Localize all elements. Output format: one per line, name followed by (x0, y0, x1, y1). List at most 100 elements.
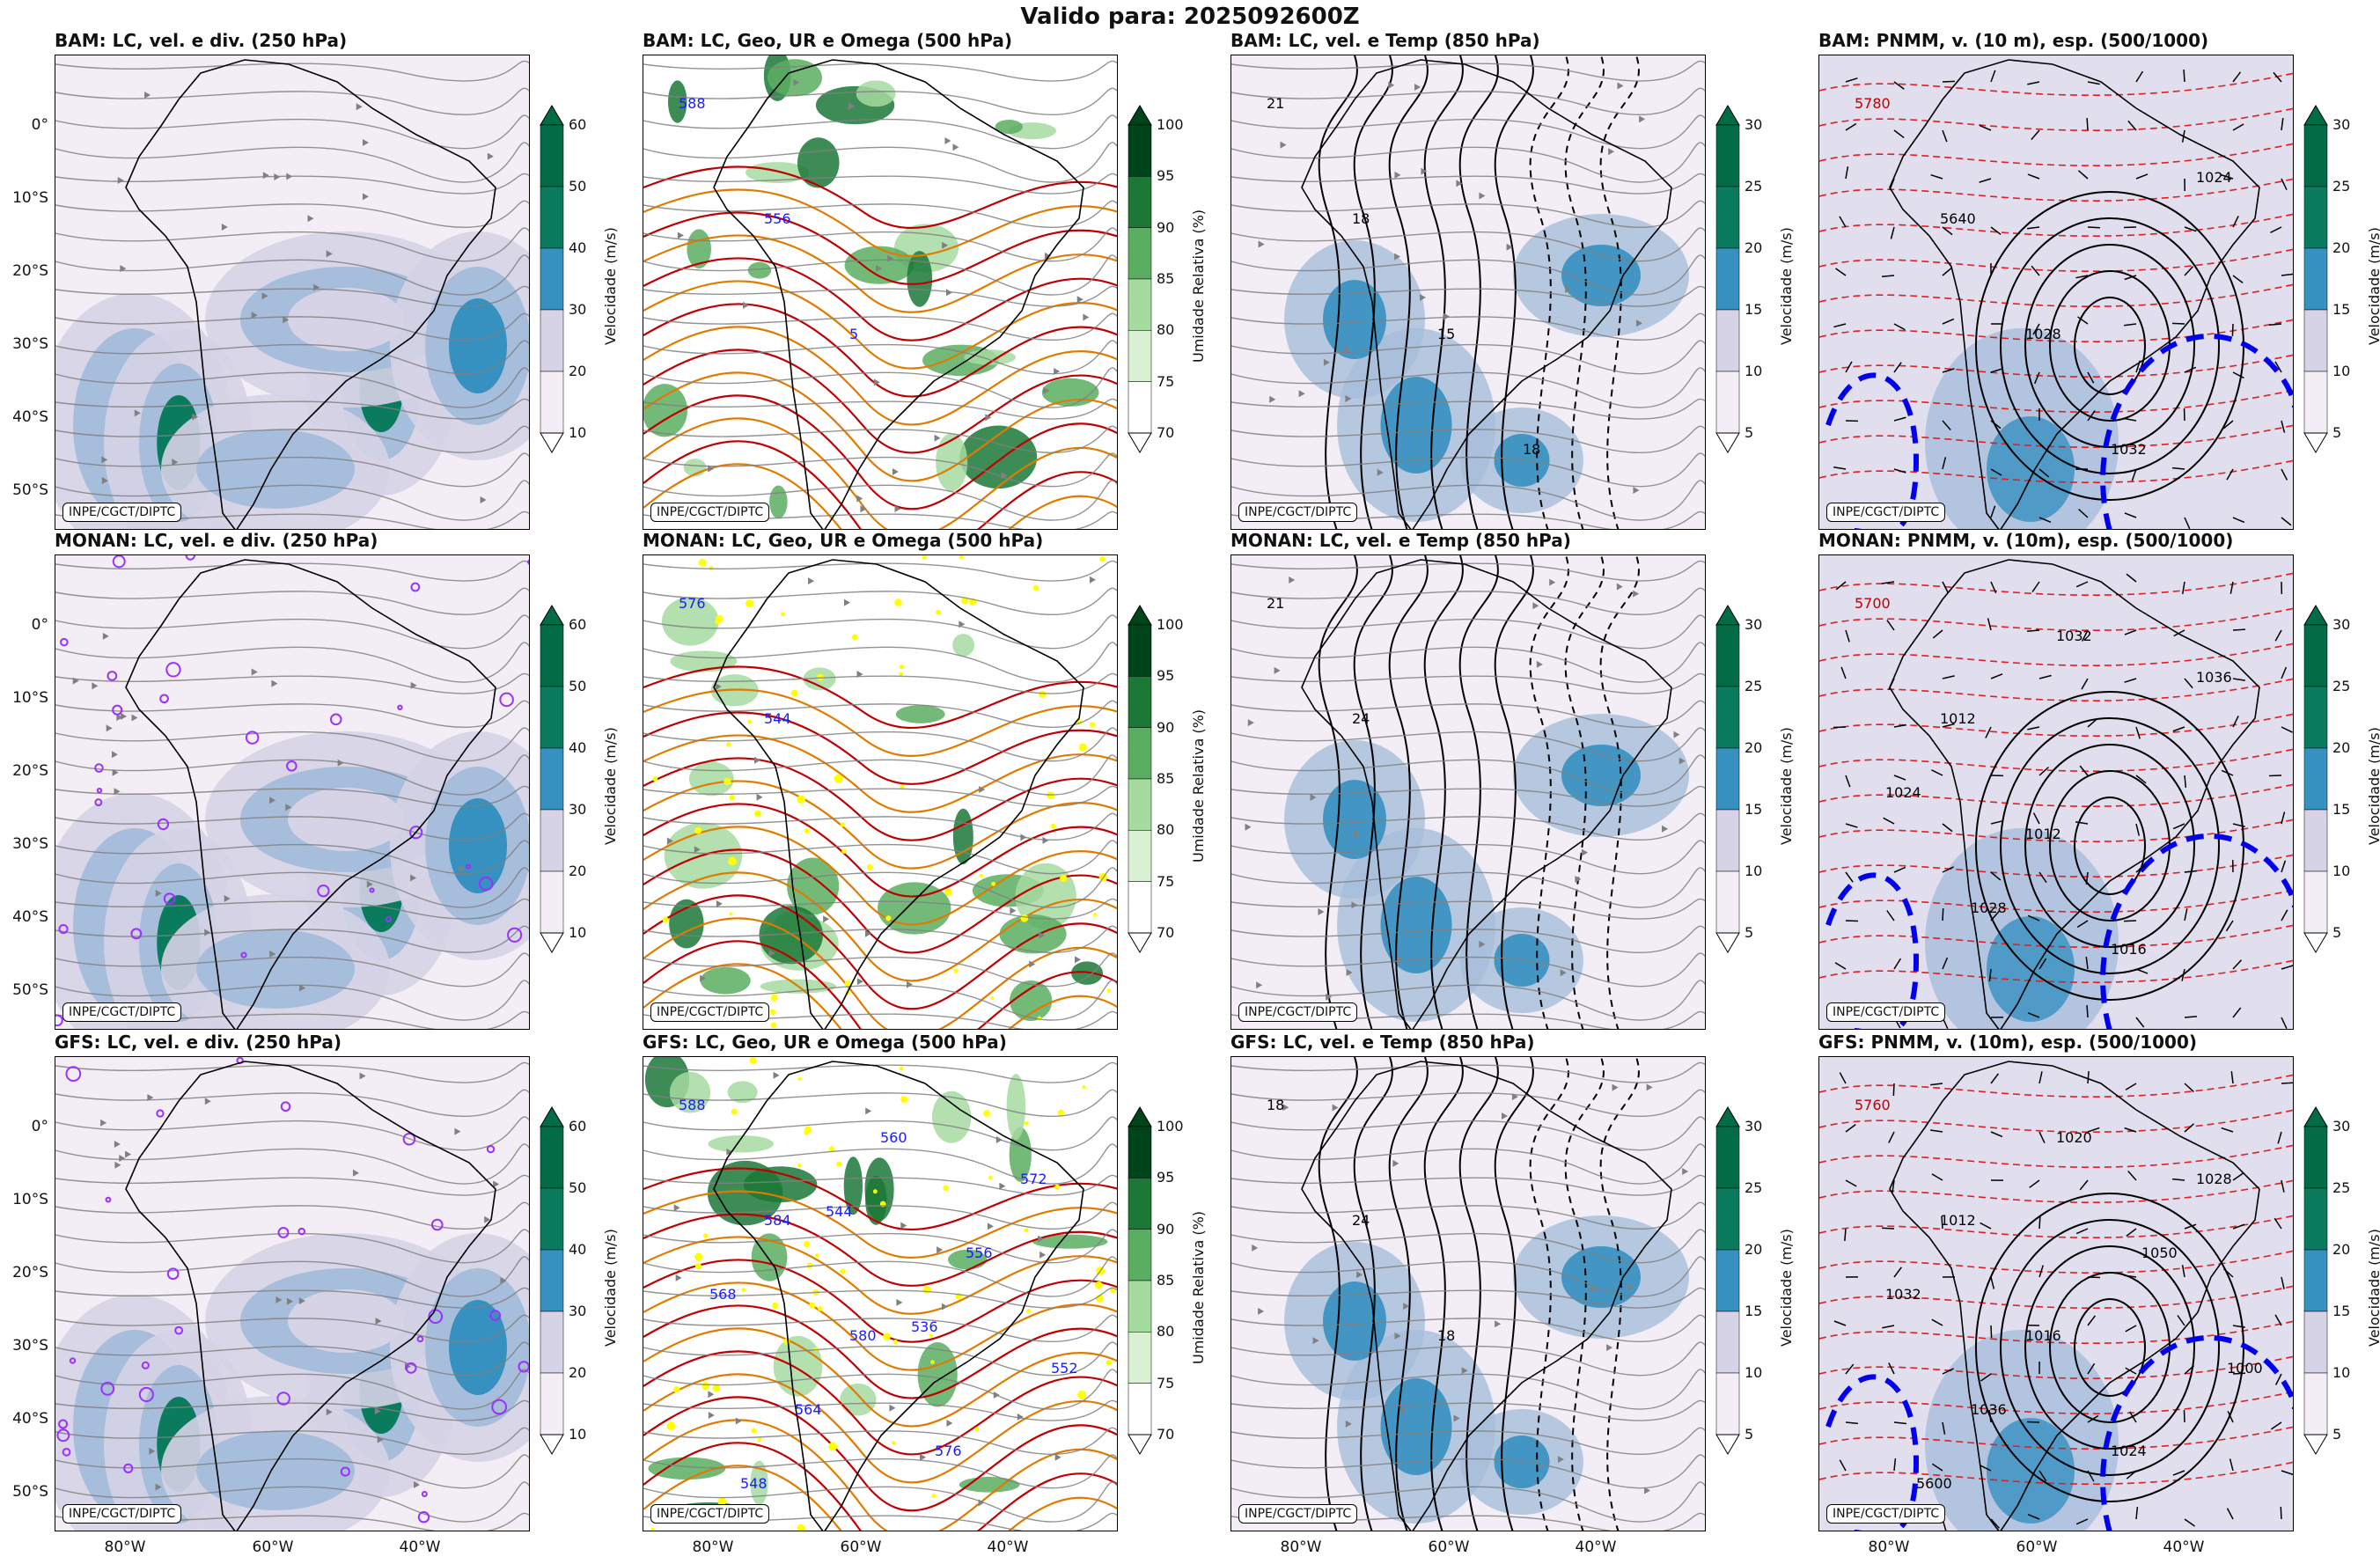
colorbar-tick-label: 20 (569, 863, 587, 879)
streamline (643, 227, 1117, 262)
geopotential-contour (643, 917, 1117, 1029)
omega-contour (803, 1240, 811, 1248)
map-plot (55, 55, 529, 529)
temperature-contour (1564, 555, 1605, 1029)
streamline-arrow (887, 254, 894, 262)
contour-label: 1016 (2111, 941, 2147, 958)
streamline (1231, 700, 1705, 728)
wind-barb (1886, 910, 1895, 922)
streamline-arrow (414, 1480, 421, 1488)
wind-barb (2221, 1127, 2234, 1133)
streamline (1231, 1369, 1705, 1410)
streamline-arrow (944, 137, 951, 145)
wind-speed-shade (288, 288, 404, 351)
wind-barb (2079, 1179, 2089, 1191)
streamline (643, 340, 1117, 375)
wind-barb (2027, 173, 2040, 180)
colorbar-tick-label: 25 (2332, 1179, 2351, 1196)
streamline-arrow (995, 1135, 1003, 1143)
coastline (1889, 59, 2260, 529)
streamline (55, 1481, 529, 1523)
y-tick-label: 40°S (12, 908, 48, 926)
streamline (1231, 60, 1705, 82)
streamline (1231, 898, 1705, 920)
humidity-shade (1010, 980, 1053, 1022)
temperature-contour (1494, 1057, 1534, 1531)
wind-barb (2281, 860, 2287, 873)
figure-title: Valido para: 2025092600Z (1020, 4, 1360, 30)
wind-barb (2231, 323, 2234, 337)
omega-contour (828, 1442, 838, 1451)
wind-barb (2232, 1172, 2244, 1181)
humidity-shade (843, 1156, 863, 1215)
humidity-shade (844, 246, 915, 284)
streamline-arrow (1020, 833, 1027, 841)
colorbar-segment (2303, 624, 2328, 687)
thickness-contour (1819, 854, 2293, 877)
thickness-contour (1819, 959, 2293, 983)
wind-barb (2281, 909, 2288, 922)
streamline-arrow (1289, 576, 1296, 584)
streamline-arrow (1617, 82, 1624, 90)
pressure-isobar (2024, 244, 2195, 448)
wind-barb (2127, 1171, 2137, 1181)
wind-barb (2232, 628, 2246, 631)
wind-barb (2075, 1518, 2089, 1525)
wind-barb (1990, 505, 1996, 518)
colorbar-title: Umidade Relativa (%) (1190, 1210, 1207, 1364)
colorbar-extend-top (1715, 605, 1740, 626)
omega-contour (729, 912, 733, 916)
geopotential-contour (643, 688, 1117, 757)
divergence-contour (174, 1325, 184, 1335)
geopotential-contour (643, 349, 1117, 454)
wind-barb (2027, 1012, 2040, 1018)
wind-barb (2232, 1223, 2245, 1230)
colorbar-tick-label: 25 (1745, 178, 1763, 195)
contour-label: 24 (1352, 1212, 1370, 1229)
colorbar-tick-label: 15 (1745, 1303, 1763, 1319)
colorbar-tick-label: 10 (2332, 1364, 2351, 1381)
streamline-arrow (993, 1391, 1000, 1399)
wind-barb (2172, 823, 2185, 830)
wind-barb (2232, 959, 2243, 970)
wind-barb (2027, 726, 2040, 731)
streamline-arrow (1582, 848, 1589, 856)
divergence-contour (298, 1227, 305, 1236)
thickness-contour (1819, 72, 2293, 96)
colorbar-extend-top (2303, 105, 2328, 126)
colorbar-tick-label: 60 (569, 116, 587, 133)
omega-contour (983, 1110, 990, 1117)
wind-barb (2124, 275, 2137, 281)
streamline-arrow (1608, 148, 1615, 156)
streamline (643, 867, 1117, 908)
wind-barb (2038, 1131, 2046, 1143)
colorbar-tick-label: 30 (1745, 1118, 1763, 1134)
omega-contour (724, 777, 731, 786)
contour-label: 21 (1267, 595, 1284, 612)
colorbar-segment (540, 1187, 564, 1251)
contour-label: 536 (911, 1318, 938, 1335)
wind-barb (1839, 216, 1847, 228)
wind-barb (2281, 965, 2293, 970)
geopotential-contour (643, 1350, 1117, 1456)
map-panel: 18 24 18 INPE/CGCT/DIPTC (1230, 1056, 1706, 1531)
panel-title: BAM: LC, vel. e Temp (850 hPa) (1230, 30, 1540, 51)
wind-barb (1844, 1228, 1847, 1242)
colorbar-tick-label: 40 (569, 739, 587, 756)
colorbar-tick-label: 100 (1157, 616, 1184, 633)
contour-label: 556 (764, 210, 791, 227)
streamline-arrow (708, 465, 715, 473)
wind-barb (1833, 323, 1847, 328)
wind-barb (2129, 1411, 2137, 1423)
geopotential-contour (643, 757, 1117, 841)
divergence-contour (518, 1361, 529, 1373)
temperature-contour (1599, 55, 1640, 529)
streamline (55, 587, 529, 615)
geopotential-contour (643, 1213, 1117, 1287)
wind-barb (1980, 1373, 1992, 1382)
streamline (643, 142, 1117, 183)
wind-barb (1845, 361, 1853, 373)
wind-barb (1990, 819, 2003, 825)
streamline (643, 560, 1117, 582)
colorbar-segment (2303, 1249, 2328, 1312)
